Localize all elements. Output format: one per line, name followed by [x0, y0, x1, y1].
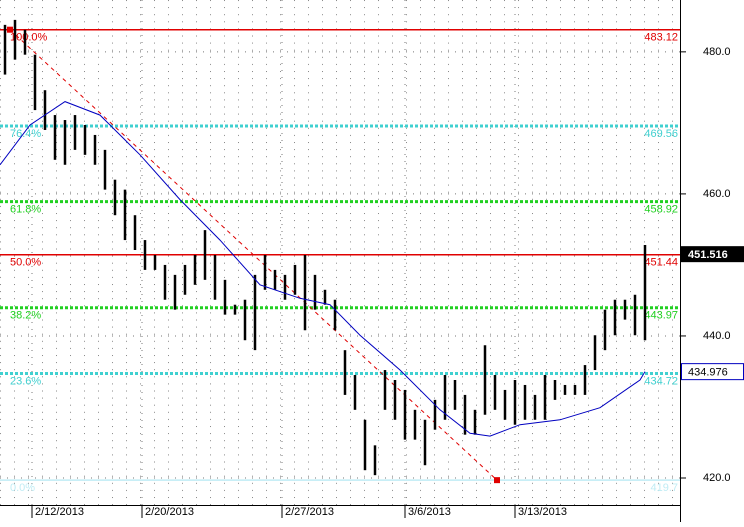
x-tick-label: 3/6/2013	[408, 506, 451, 518]
y-tick-label: 440.0	[703, 330, 731, 342]
y-tick-label: 480.0	[703, 46, 731, 58]
fib-level-value: 443.97	[644, 310, 678, 322]
fib-level-value: 483.12	[644, 32, 678, 44]
last-price-box	[681, 246, 744, 263]
moving-average	[0, 101, 646, 437]
x-tick-label: 2/27/2013	[285, 506, 334, 518]
fib-level-value: 469.56	[644, 128, 678, 140]
ma-last-label: 434.976	[688, 367, 728, 379]
y-tick-label: 420.0	[703, 472, 731, 484]
fib-level-label: 100.0%	[10, 32, 48, 44]
plot-background	[0, 0, 680, 505]
fib-level-value: 434.72	[644, 375, 678, 387]
fib-level-label: 50.0%	[10, 257, 41, 269]
y-tick-label: 460.0	[703, 188, 731, 200]
fib-trend-line	[9, 29, 498, 481]
x-tick-label: 2/12/2013	[35, 506, 84, 518]
fib-level-label: 61.8%	[10, 203, 41, 215]
x-tick-label: 2/20/2013	[145, 506, 194, 518]
fib-level-value: 458.92	[644, 203, 678, 215]
last-price-label: 451.516	[688, 249, 728, 261]
fib-anchor	[7, 26, 13, 33]
fib-level-label: 38.2%	[10, 310, 41, 322]
fib-level-value: 451.44	[644, 257, 678, 269]
fib-anchor	[494, 477, 500, 484]
fib-level-label: 0.0%	[10, 482, 35, 494]
fib-level-label: 76.4%	[10, 128, 41, 140]
fib-level-value: 419.7	[650, 482, 678, 494]
fib-level-label: 23.6%	[10, 375, 41, 387]
x-tick-label: 3/13/2013	[518, 506, 567, 518]
